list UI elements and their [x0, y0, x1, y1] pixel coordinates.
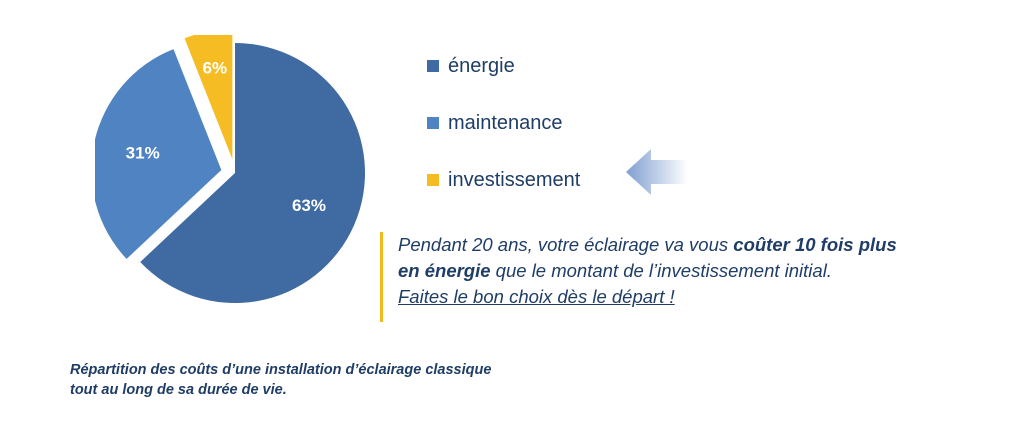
- pie-chart: 63% 31% 6%: [95, 35, 365, 303]
- pie-slice-energie: [140, 43, 365, 303]
- note-text-part1: Pendant 20 ans, votre éclairage va vous: [398, 234, 734, 255]
- note-text-call-to-action: Faites le bon choix dès le départ !: [398, 286, 675, 307]
- caption-line-2: tout au long de sa durée de vie.: [70, 382, 287, 398]
- caption-line-1: Répartition des coûts d’une installation…: [70, 362, 492, 378]
- pie-label-maintenance: 31%: [126, 143, 160, 162]
- note-accent-bar: [380, 232, 383, 322]
- legend-label-investissement: investissement: [448, 168, 581, 191]
- legend-label-maintenance: maintenance: [448, 111, 563, 134]
- chart-caption: Répartition des coûts d’une installation…: [70, 360, 590, 400]
- pie-slice-maintenance: [95, 49, 222, 259]
- legend-swatch-maintenance: [427, 117, 439, 129]
- left-arrow-icon: [626, 149, 688, 195]
- legend-swatch-investissement: [427, 174, 439, 186]
- legend-label-energie: énergie: [448, 54, 515, 77]
- legend-item-energie: énergie: [427, 52, 627, 80]
- note-text-bold2: en énergie: [398, 260, 491, 281]
- note-text-bold1: coûter 10 fois plus: [733, 234, 897, 255]
- note-text-part2: que le montant de l’investissement initi…: [490, 260, 832, 281]
- chart-legend: énergie maintenance investissement: [427, 52, 627, 223]
- legend-item-investissement: investissement: [427, 166, 627, 194]
- pie-label-investissement: 6%: [203, 58, 228, 77]
- highlight-note: Pendant 20 ans, votre éclairage va vous …: [380, 232, 940, 322]
- legend-swatch-energie: [427, 60, 439, 72]
- pie-slice-investissement: [184, 35, 233, 160]
- legend-item-maintenance: maintenance: [427, 109, 627, 137]
- note-text: Pendant 20 ans, votre éclairage va vous …: [398, 232, 940, 310]
- pie-label-energie: 63%: [292, 196, 326, 215]
